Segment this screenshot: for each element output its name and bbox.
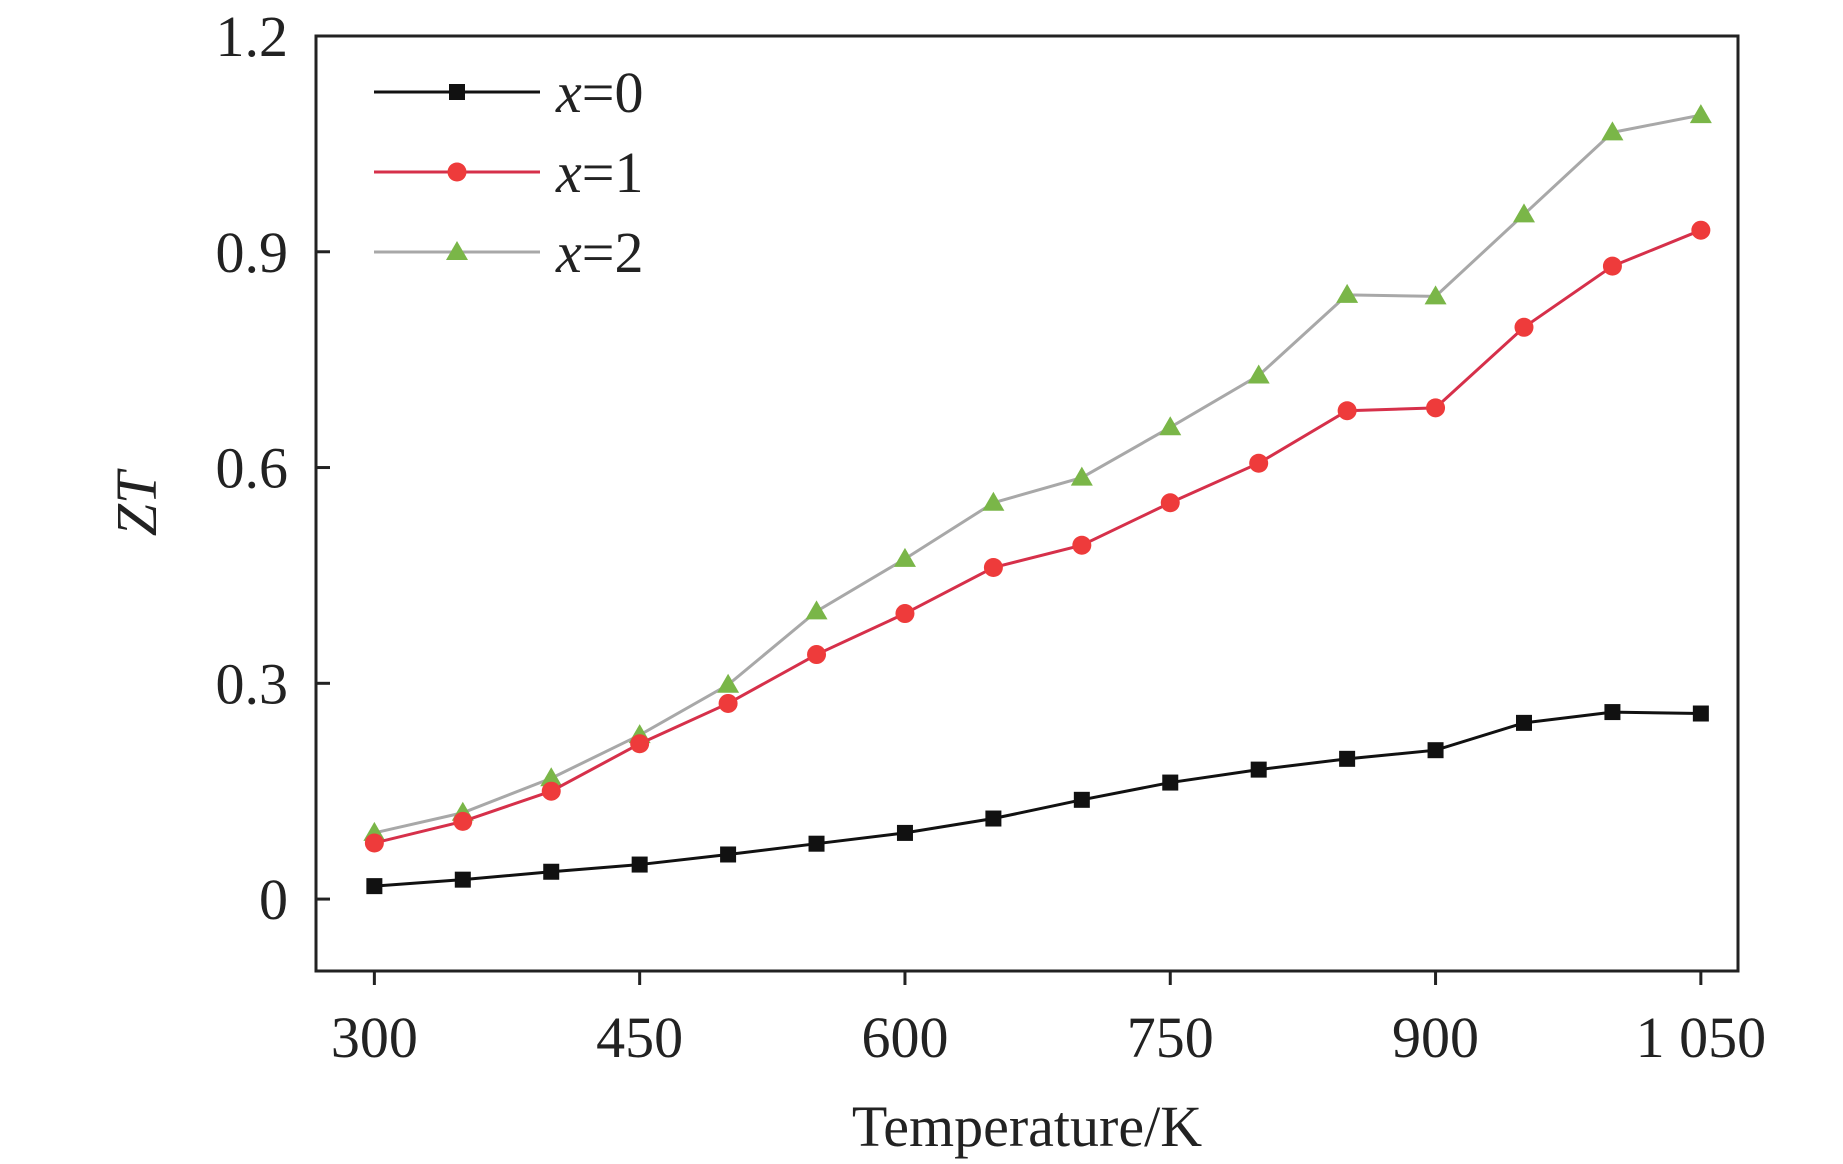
data-point <box>718 693 738 713</box>
data-point <box>985 810 1002 827</box>
data-point <box>893 547 916 567</box>
data-point <box>366 878 383 895</box>
series-line <box>374 710 1701 888</box>
data-point <box>807 645 827 665</box>
data-point <box>454 871 471 888</box>
data-point <box>1337 401 1357 421</box>
legend-label: x=2 <box>555 220 643 285</box>
data-point <box>540 767 563 787</box>
series-line <box>374 113 1702 835</box>
data-point <box>1162 774 1179 791</box>
data-point <box>1426 398 1446 418</box>
data-point <box>808 835 825 852</box>
y-tick-label: 0.9 <box>216 220 289 285</box>
data-point <box>1159 416 1182 436</box>
series-x=2 <box>363 104 1712 841</box>
x-axis-label: Temperature/K <box>852 1094 1202 1159</box>
data-point <box>1336 283 1359 303</box>
data-point <box>1689 104 1712 124</box>
data-point <box>1160 493 1180 513</box>
data-point <box>982 491 1005 511</box>
y-axis: 0 0.3 0.6 0.9 1.2 <box>216 4 330 932</box>
data-point <box>717 673 740 693</box>
data-point <box>631 856 648 873</box>
data-point <box>1247 364 1270 384</box>
data-point <box>720 846 737 863</box>
data-point <box>1427 742 1444 759</box>
plot-frame <box>314 34 1740 973</box>
y-tick-label: 0.6 <box>216 436 289 501</box>
y-tick-label: 0.3 <box>216 651 289 716</box>
y-tick-label: 0 <box>259 867 288 932</box>
data-point <box>630 734 650 754</box>
data-point <box>1250 761 1267 778</box>
data-point <box>1070 466 1093 486</box>
series-x=0 <box>366 704 1709 895</box>
legend-item: x=1 <box>374 140 643 205</box>
data-point <box>1602 256 1622 276</box>
data-point <box>896 824 913 841</box>
y-tick-label: 1.2 <box>216 4 289 69</box>
data-point <box>1514 317 1534 337</box>
data-point <box>1601 121 1624 141</box>
data-point <box>1515 714 1532 731</box>
y-axis-label: ZT <box>104 468 169 536</box>
data-point <box>1424 285 1447 305</box>
data-point <box>1691 220 1711 240</box>
data-point <box>453 811 473 831</box>
legend-marker <box>447 162 467 182</box>
data-point <box>1073 791 1090 808</box>
data-point <box>1339 750 1356 767</box>
legend-item: x=0 <box>374 60 643 125</box>
data-point <box>364 833 384 853</box>
series-x=1 <box>364 220 1711 853</box>
x-tick-label: 750 <box>1127 1005 1214 1070</box>
data-point <box>1249 453 1269 473</box>
data-point <box>1072 535 1092 555</box>
legend-marker <box>449 84 465 100</box>
legend-item: x=2 <box>374 220 643 285</box>
x-tick-label: 450 <box>596 1005 683 1070</box>
data-point <box>1604 704 1621 721</box>
x-tick-label: 300 <box>331 1005 418 1070</box>
data-point <box>895 604 915 624</box>
x-tick-label: 600 <box>861 1005 948 1070</box>
x-axis: 300 450 600 750 900 1 050 <box>331 971 1766 1070</box>
legend-marker <box>446 241 468 260</box>
legend: x=0 x=1 x=2 <box>374 60 643 285</box>
data-point <box>541 781 561 801</box>
x-tick-label: 1 050 <box>1636 1005 1767 1070</box>
legend-label: x=1 <box>555 140 643 205</box>
legend-label: x=0 <box>555 60 643 125</box>
series-line <box>374 228 1702 845</box>
x-tick-label: 900 <box>1392 1005 1479 1070</box>
data-point <box>805 600 828 620</box>
data-point <box>1512 203 1535 223</box>
data-point <box>983 558 1003 578</box>
data-point <box>543 863 560 880</box>
data-point <box>1692 705 1709 722</box>
series-layer <box>363 104 1712 895</box>
